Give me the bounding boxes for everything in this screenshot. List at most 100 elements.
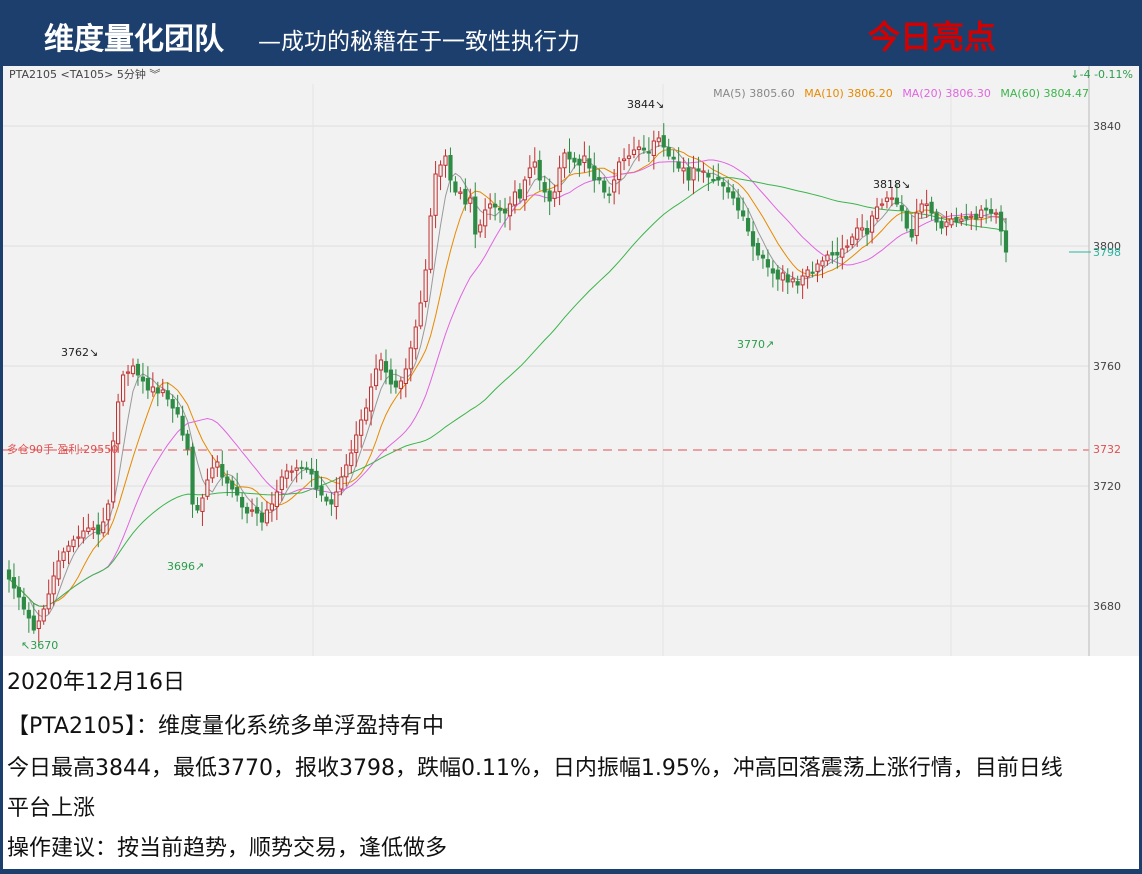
candle-up	[398, 380, 403, 389]
price-axis: 3680 3720 3760 3800 3840	[1069, 66, 1121, 656]
candle-down	[894, 197, 899, 205]
candle-up	[631, 149, 637, 155]
candle-down	[711, 178, 716, 182]
candle-down	[989, 209, 994, 214]
candle-down	[765, 259, 771, 268]
annotation-high-3844: 3844↘	[627, 98, 664, 111]
candle-up	[349, 452, 354, 467]
candle-down	[155, 387, 160, 394]
candle-up	[478, 224, 483, 233]
candle-up	[56, 560, 61, 580]
candle-up	[617, 161, 622, 180]
candle-down	[587, 158, 592, 169]
candle-up	[443, 155, 448, 166]
candle-up	[850, 236, 855, 246]
candle-down	[716, 176, 721, 181]
candle-down	[974, 213, 979, 220]
candle-down	[319, 485, 324, 496]
candle-up	[820, 260, 825, 267]
candle-up	[264, 509, 270, 524]
candle-down	[721, 182, 726, 187]
ma-legend: MA(5) 3805.60 MA(10) 3806.20 MA(20) 3806…	[713, 87, 1089, 100]
candle-down	[145, 378, 150, 391]
candle-down	[254, 507, 260, 514]
candle-down	[11, 577, 17, 589]
candle-up	[562, 152, 567, 169]
candle-up	[120, 374, 126, 402]
candle-down	[646, 151, 651, 154]
candle-up	[512, 191, 518, 206]
candle-up	[205, 479, 210, 497]
annotation-peak-3818: 3818↘	[873, 178, 910, 191]
candle-down	[240, 496, 245, 508]
candle-up	[815, 263, 820, 272]
candle-up	[488, 203, 493, 209]
brand-title: 维度量化团队	[44, 22, 224, 57]
candle-up	[944, 221, 949, 228]
candle-down	[230, 480, 235, 490]
candle-up	[91, 527, 96, 531]
candle-down	[775, 269, 780, 280]
ma10-label: MA(10) 3806.20	[804, 87, 893, 100]
candle-up	[805, 269, 810, 278]
candle-up	[959, 218, 964, 222]
candle-up	[860, 227, 865, 231]
candle-up	[41, 608, 46, 622]
candle-down	[666, 147, 671, 157]
candle-down	[195, 505, 200, 511]
candle-up	[46, 593, 51, 610]
candle-down	[909, 228, 914, 238]
candle-down	[865, 227, 870, 235]
candle-down	[165, 390, 170, 400]
candle-down	[324, 496, 329, 502]
candle-up	[438, 164, 443, 177]
header-banner: 维度量化团队 —成功的秘籍在于一致性执行力 今日亮点	[0, 0, 1142, 66]
axis-tick-label: 3760	[1093, 360, 1121, 373]
candle-up	[215, 461, 220, 468]
trading-advice: 操作建议：按当前趋势，顺势交易，逢低做多	[7, 836, 448, 861]
candle-down	[492, 203, 498, 208]
candle-down	[830, 252, 835, 256]
info-panel: 2020年12月16日 【PTA2105】：维度量化系统多单浮盈持有中 今日最高…	[3, 656, 1139, 869]
candle-up	[76, 536, 81, 539]
candle-down	[220, 464, 225, 478]
candle-up	[651, 140, 656, 156]
brand-slogan: —成功的秘籍在于一致性执行力	[258, 29, 580, 55]
symbol-label[interactable]: PTA2105 <TA105> 5分钟 ︾	[9, 67, 160, 81]
candle-down	[304, 467, 309, 470]
chart-canvas[interactable]: 3680 3720 3760 3800 3840 PTA2105 <TA105> 5分钟…	[3, 66, 1139, 656]
candle-up	[86, 527, 91, 532]
candlestick-chart[interactable]: 3680 3720 3760 3800 3840 PTA2105 <TA105> 5分钟…	[3, 66, 1139, 656]
candle-up	[274, 491, 279, 508]
candle-up	[413, 326, 418, 350]
candle-up	[354, 434, 359, 453]
candle-up	[656, 137, 661, 143]
change-label: ↓-4 -0.11%	[1070, 68, 1133, 81]
axis-tick-label: 3840	[1093, 120, 1121, 133]
candle-up	[423, 269, 428, 302]
candle-down	[567, 151, 572, 160]
candle-down	[770, 268, 775, 274]
candle-down	[497, 207, 503, 211]
candle-up	[334, 491, 339, 508]
candle-down	[235, 487, 240, 496]
candle-up	[408, 347, 413, 370]
ma20-line	[8, 159, 1007, 607]
candle-up	[339, 476, 344, 490]
candle-down	[736, 197, 741, 211]
candle-down	[16, 587, 22, 598]
candle-down	[6, 569, 12, 580]
candle-up	[101, 521, 106, 534]
candle-down	[671, 156, 676, 160]
axis-tick-label: 3720	[1093, 480, 1121, 493]
candle-up	[800, 275, 805, 286]
candle-down	[706, 173, 711, 178]
candle-down	[741, 210, 746, 217]
candle-down	[388, 369, 394, 385]
candle-down	[542, 182, 547, 193]
candle-down	[904, 210, 909, 229]
market-summary-line2: 平台上涨	[7, 796, 96, 821]
candle-down	[676, 161, 681, 169]
candle-down	[1003, 230, 1009, 253]
candle-up	[522, 179, 527, 201]
